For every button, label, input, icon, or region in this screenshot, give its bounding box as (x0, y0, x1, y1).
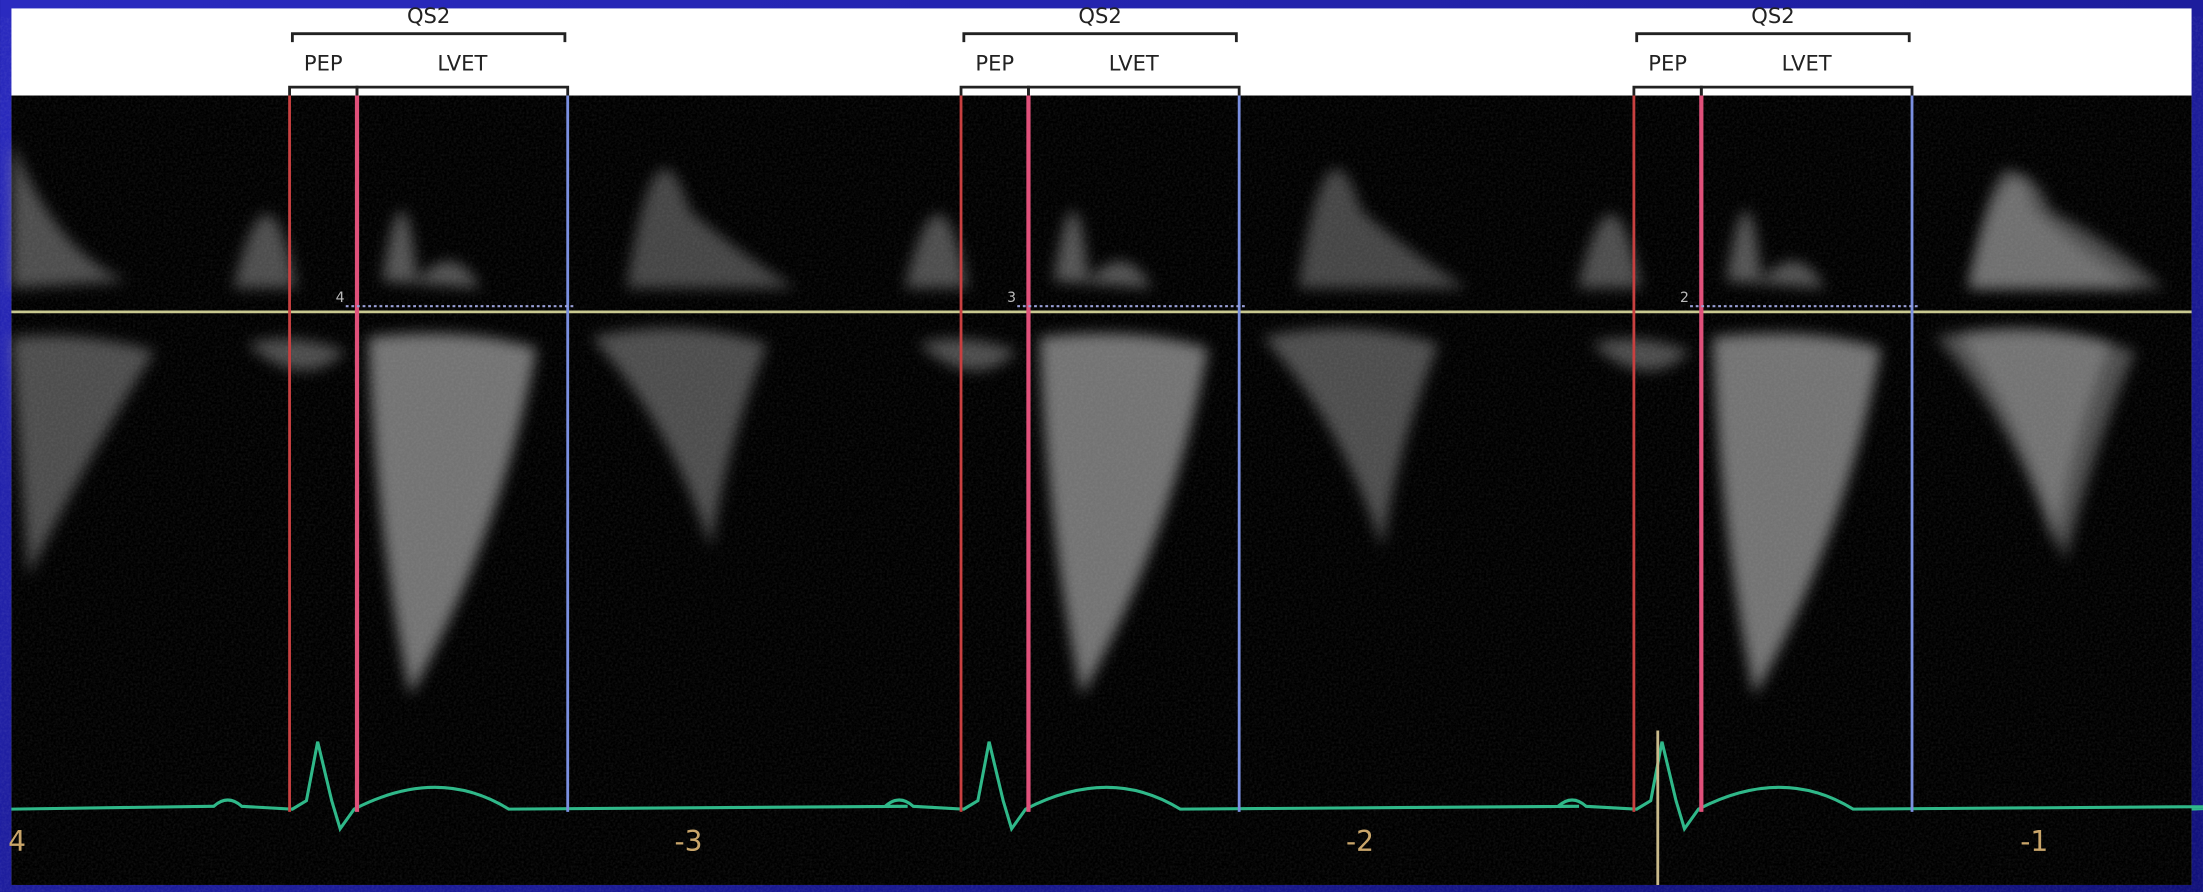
qs2-label: QS2 (1078, 3, 1121, 28)
qs2-bracket (962, 32, 1238, 43)
speckle (11, 95, 2192, 885)
lvet-bracket (1699, 85, 1914, 96)
lvet-bracket (1027, 85, 1241, 96)
lvet-bracket (355, 85, 570, 96)
time-label: -1 (2020, 825, 2048, 858)
pep-label: PEP (1648, 51, 1687, 76)
measure-marker: 3 (1007, 290, 1016, 306)
lvet-label: LVET (1782, 51, 1832, 76)
time-label: -3 (675, 825, 703, 858)
lvet-label: LVET (437, 51, 487, 76)
measure-marker: 4 (336, 290, 345, 306)
pep-label: PEP (304, 51, 343, 76)
qs2-label: QS2 (407, 3, 450, 28)
qs2-bracket (290, 32, 567, 43)
annotations: QS2 PEP LVET 4 QS2 PEP LVET 3 QS2 PEP LVET 2 4 -3 -2 -1 (8, 3, 2203, 885)
pep-label: PEP (975, 51, 1014, 76)
measure-marker: 2 (1680, 290, 1689, 306)
qs2-bracket (1635, 32, 1911, 43)
time-label: -2 (1346, 825, 1374, 858)
time-label: 4 (8, 825, 26, 858)
qs2-label: QS2 (1751, 3, 1794, 28)
lvet-label: LVET (1109, 51, 1159, 76)
ecg-trace (11, 741, 2203, 833)
